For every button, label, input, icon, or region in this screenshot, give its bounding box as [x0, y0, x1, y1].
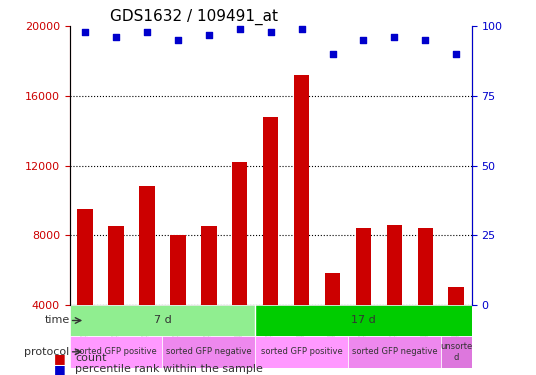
- Text: 17 d: 17 d: [351, 315, 376, 326]
- Bar: [386, 225, 402, 375]
- Bar: [232, 162, 248, 375]
- FancyBboxPatch shape: [255, 305, 472, 336]
- Point: [205, 32, 213, 38]
- Text: count: count: [75, 353, 107, 363]
- FancyBboxPatch shape: [70, 336, 162, 368]
- Bar: [108, 226, 124, 375]
- Bar: [418, 228, 433, 375]
- Text: ■: ■: [54, 352, 65, 364]
- Bar: [325, 273, 340, 375]
- Point: [421, 37, 429, 43]
- Bar: [263, 117, 278, 375]
- Text: sorted GFP positive: sorted GFP positive: [75, 347, 157, 356]
- Text: time: time: [44, 315, 70, 326]
- Text: 7 d: 7 d: [154, 315, 172, 326]
- Point: [235, 26, 244, 32]
- Point: [328, 51, 337, 57]
- Text: protocol: protocol: [25, 347, 70, 357]
- Point: [81, 29, 90, 35]
- Text: unsorte
d: unsorte d: [440, 342, 472, 362]
- Text: sorted GFP negative: sorted GFP negative: [166, 347, 251, 356]
- Point: [174, 37, 182, 43]
- FancyBboxPatch shape: [441, 336, 472, 368]
- Bar: [77, 209, 93, 375]
- Text: GDS1632 / 109491_at: GDS1632 / 109491_at: [110, 9, 278, 25]
- Text: sorted GFP positive: sorted GFP positive: [260, 347, 343, 356]
- Bar: [170, 235, 185, 375]
- Bar: [449, 287, 464, 375]
- Point: [359, 37, 368, 43]
- Text: percentile rank within the sample: percentile rank within the sample: [75, 364, 263, 374]
- Bar: [139, 186, 155, 375]
- FancyBboxPatch shape: [162, 336, 255, 368]
- Point: [266, 29, 275, 35]
- Text: sorted GFP negative: sorted GFP negative: [352, 347, 437, 356]
- Bar: [201, 226, 217, 375]
- Point: [390, 34, 399, 40]
- Bar: [294, 75, 309, 375]
- FancyBboxPatch shape: [70, 305, 255, 336]
- Point: [452, 51, 460, 57]
- Text: ■: ■: [54, 363, 65, 375]
- Point: [112, 34, 121, 40]
- FancyBboxPatch shape: [255, 336, 348, 368]
- Point: [143, 29, 151, 35]
- Bar: [356, 228, 371, 375]
- FancyBboxPatch shape: [348, 336, 441, 368]
- Point: [297, 26, 306, 32]
